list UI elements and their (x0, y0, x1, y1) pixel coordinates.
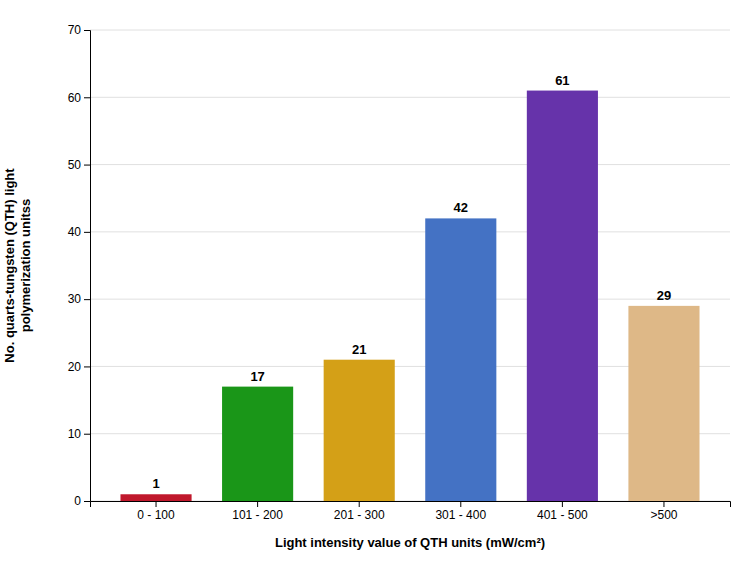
grid-line (90, 164, 730, 165)
data-label: 42 (454, 200, 468, 215)
tick-mark (156, 501, 157, 507)
tick-mark (84, 299, 90, 300)
tick-mark (562, 501, 563, 507)
bar (628, 306, 699, 501)
bar (425, 218, 496, 501)
tick: 20 (68, 360, 90, 374)
tick: 70 (68, 23, 90, 37)
grid-line (90, 231, 730, 232)
x-axis-title: Light intensity value of QTH units (mW/c… (275, 535, 545, 550)
grid-line (90, 97, 730, 98)
tick-label: 40 (68, 225, 82, 239)
data-label: 21 (352, 342, 366, 357)
tick-mark (84, 97, 90, 98)
bar (527, 91, 598, 501)
grid-line (90, 30, 730, 31)
bars (120, 91, 699, 501)
tick-mark (84, 501, 90, 502)
tick: 30 (68, 292, 90, 306)
tick: 0 (74, 494, 90, 508)
axis-line (91, 502, 731, 508)
data-label: 29 (657, 288, 671, 303)
tick-label: 0 - 100 (137, 508, 175, 522)
data-label: 61 (555, 73, 569, 88)
tick: >500 (650, 501, 677, 522)
y-axis-title: No. quarts-tungsten (QTH) lightpolymeriz… (2, 168, 33, 363)
tick: 40 (68, 225, 90, 239)
tick-label: 301 - 400 (435, 508, 486, 522)
tick-mark (257, 501, 258, 507)
y-axis-title-line: polymerization unitss (18, 199, 33, 333)
chart: 0 10 20 30 40 50 60 70 0 - 100 101 - 200 201 - 300… (0, 0, 750, 563)
tick-mark (663, 501, 664, 507)
tick-mark (84, 30, 90, 31)
y-axis-title-line: No. quarts-tungsten (QTH) light (2, 168, 17, 363)
tick-label: 70 (68, 23, 82, 37)
data-labels: 1 17 21 42 61 29 (152, 73, 671, 492)
tick: 401 - 500 (537, 501, 588, 522)
tick-label: 0 (74, 494, 81, 508)
data-label: 1 (152, 476, 159, 491)
y-axis: 0 10 20 30 40 50 60 70 (68, 23, 91, 508)
tick: 201 - 300 (334, 501, 385, 522)
tick-label: 60 (68, 91, 82, 105)
tick-label: 201 - 300 (334, 508, 385, 522)
grid (90, 30, 730, 501)
tick-label: >500 (650, 508, 677, 522)
tick-mark (460, 501, 461, 507)
tick-label: 401 - 500 (537, 508, 588, 522)
tick-label: 101 - 200 (232, 508, 283, 522)
tick-mark (84, 165, 90, 166)
tick: 0 - 100 (137, 501, 175, 522)
tick-label: 20 (68, 360, 82, 374)
tick-label: 30 (68, 292, 82, 306)
bar (324, 360, 395, 501)
bar (222, 387, 293, 501)
tick-mark (84, 366, 90, 367)
data-label: 17 (250, 369, 264, 384)
tick: 60 (68, 91, 90, 105)
bar (120, 494, 191, 501)
x-axis: 0 - 100 101 - 200 201 - 300 301 - 400 401 - … (91, 501, 731, 522)
tick-mark (84, 232, 90, 233)
tick-mark (359, 501, 360, 507)
axis-line (84, 31, 91, 502)
tick: 301 - 400 (435, 501, 486, 522)
tick: 101 - 200 (232, 501, 283, 522)
tick-label: 50 (68, 158, 82, 172)
tick: 10 (68, 427, 90, 441)
tick: 50 (68, 158, 90, 172)
grid-line (90, 299, 730, 300)
tick-label: 10 (68, 427, 82, 441)
tick-mark (84, 434, 90, 435)
